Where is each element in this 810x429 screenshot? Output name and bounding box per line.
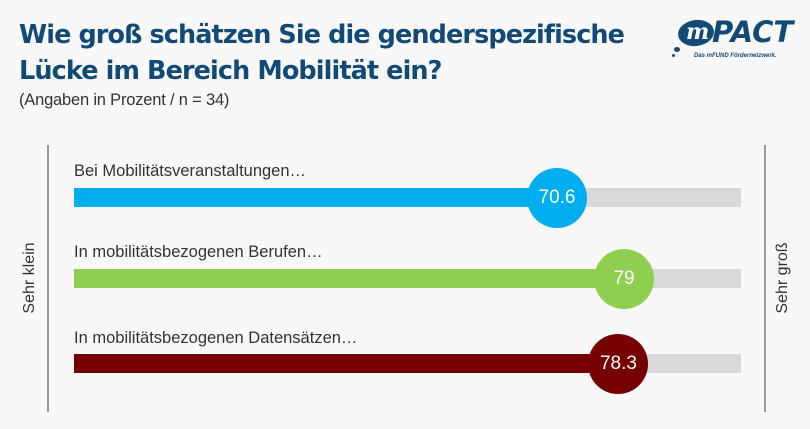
value-label: 78.3 bbox=[588, 333, 649, 394]
chart-subtitle: (Angaben in Prozent / n = 34) bbox=[19, 91, 230, 109]
bar-fill bbox=[74, 188, 557, 207]
logo-bubble-dot bbox=[674, 47, 680, 52]
category-label: In mobilitätsbezogenen Datensätzen… bbox=[74, 329, 358, 347]
chart-title: Wie groß schätzen Sie die genderspezifis… bbox=[19, 20, 625, 86]
value-label: 79 bbox=[594, 248, 655, 309]
value-label: 70.6 bbox=[527, 167, 587, 228]
bar-fill bbox=[74, 269, 625, 288]
scale-max-label: Sehr groß bbox=[774, 242, 791, 314]
logo-name: PACT bbox=[712, 15, 794, 49]
logo-letter: m bbox=[686, 19, 710, 45]
scale-min-line bbox=[47, 145, 49, 412]
logo-bubble-dot bbox=[672, 54, 675, 57]
scale-min-label: Sehr klein bbox=[21, 242, 38, 314]
bar-fill bbox=[74, 354, 619, 373]
scale-max-line bbox=[764, 145, 766, 412]
category-label: Bei Mobilitätsveranstaltungen… bbox=[74, 162, 307, 180]
logo-tagline: Das mFUND Fördernetzwerk. bbox=[694, 53, 777, 59]
category-label: In mobilitätsbezogenen Berufen… bbox=[74, 243, 323, 261]
mpact-logo: m PACT Das mFUND Fördernetzwerk. bbox=[672, 14, 802, 64]
